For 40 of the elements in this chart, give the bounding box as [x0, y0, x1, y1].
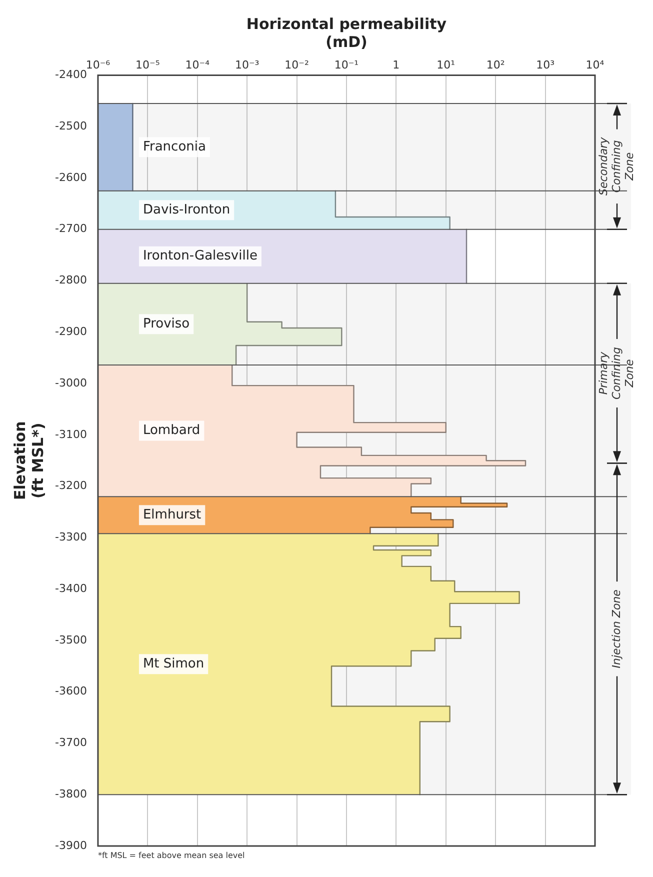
x-tick-label: 10³ [536, 58, 555, 72]
x-axis-title: Horizontal permeability (mD) [246, 14, 447, 51]
series-label: Ironton-Galesville [142, 248, 258, 264]
y-tick-label: -3100 [54, 428, 87, 441]
y-tick-label: -2400 [54, 68, 87, 82]
y-tick-label: -3400 [54, 582, 87, 595]
y-tick-label: -2900 [54, 324, 87, 338]
x-tick-label: 1 [392, 58, 400, 72]
x-tick-label: 10⁴ [586, 58, 605, 72]
y-axis-title: Elevation (ft MSL*) [10, 421, 47, 500]
y-tick-label: -2800 [54, 274, 87, 287]
series-label: Davis-Ironton [142, 202, 230, 218]
y-tick-label: -3600 [54, 684, 87, 698]
y-tick-label: -3700 [54, 736, 87, 750]
series-label: Lombard [142, 423, 200, 438]
band-label: Primary Confining Zone [596, 346, 636, 400]
x-tick-label: 10¹ [436, 58, 456, 72]
y-tick-label: -3500 [54, 633, 87, 646]
x-tick-label: 10⁻² [284, 58, 309, 72]
y-tick-label: -2700 [54, 222, 87, 236]
series-label: Mt Simon [142, 656, 204, 672]
band-label: Secondary Confining Zone [596, 136, 636, 196]
y-tick-label: -3300 [54, 530, 87, 544]
series-label: Franconia [142, 140, 206, 155]
x-tick-label: 10⁻¹ [334, 58, 359, 72]
y-tick-label: -2500 [54, 119, 87, 132]
x-tick-label: 10² [486, 58, 505, 72]
x-tick-label: 10⁻⁴ [185, 58, 210, 72]
y-tick-label: -3000 [54, 376, 87, 390]
y-tick-label: -3200 [54, 479, 87, 492]
x-tick-label: 10⁻⁶ [86, 58, 111, 72]
y-tick-label: -2600 [54, 170, 87, 184]
x-tick-label: 10⁻³ [234, 58, 260, 72]
band-label: Injection Zone [610, 589, 623, 668]
y-tick-label: -3800 [54, 787, 87, 800]
x-tick-label: 10⁻⁵ [136, 58, 160, 72]
series-label: Elmhurst [142, 507, 202, 522]
y-tick-label: -3900 [54, 838, 87, 852]
text: *ft MSL = feet above mean sea level [98, 851, 245, 860]
series-label: Proviso [142, 316, 190, 332]
